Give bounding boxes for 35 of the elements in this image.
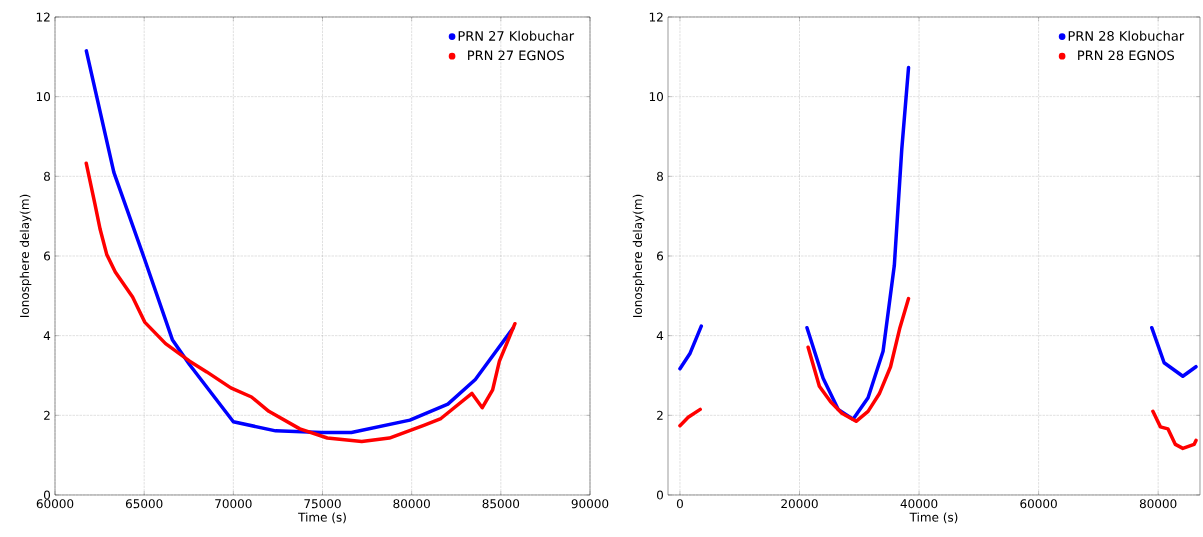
y-tick-label: 12	[649, 12, 663, 22]
y-tick-label: 2	[44, 410, 50, 420]
x-tick-label: 65000	[125, 499, 163, 509]
x-tick-label: 90000	[571, 499, 609, 509]
x-tick-label: 40000	[900, 499, 938, 509]
y-tick-label: 6	[657, 251, 664, 261]
x-axis-title: Time (s)	[298, 512, 346, 524]
x-tick-label: 0	[676, 499, 683, 509]
x-axis-title: Time (s)	[909, 512, 958, 524]
x-tick-label: 80000	[1139, 499, 1177, 509]
y-axis-title: Ionosphere delay(m)	[632, 194, 645, 318]
y-tick-label: 2	[657, 410, 663, 420]
x-tick-label: 75000	[304, 499, 341, 509]
y-tick-label: 6	[44, 251, 51, 261]
y-tick-label: 4	[656, 331, 664, 341]
y-tick-label: 10	[649, 92, 663, 102]
x-tick-label: 60000	[36, 499, 74, 509]
y-tick-label: 0	[656, 490, 664, 500]
legend-label: PRN 28 Klobuchar	[1068, 30, 1185, 41]
y-tick-label: 4	[43, 331, 51, 341]
legend-label: PRN 27 EGNOS	[468, 50, 564, 61]
y-tick-label: 8	[656, 171, 663, 181]
y-tick-label: 8	[43, 171, 50, 181]
y-axis-title: Ionosphere delay(m)	[19, 194, 32, 318]
legend-label: PRN 28 EGNOS	[1078, 50, 1175, 61]
x-tick-label: 20000	[781, 499, 818, 509]
x-tick-label: 60000	[1020, 499, 1057, 509]
x-tick-label: 85000	[482, 499, 520, 509]
x-tick-label: 70000	[215, 499, 252, 509]
x-tick-label: 80000	[393, 499, 430, 509]
y-tick-label: 10	[36, 92, 51, 102]
y-tick-label: 12	[36, 12, 50, 22]
legend-label: PRN 27 Klobuchar	[458, 30, 575, 41]
line-series	[84, 161, 517, 444]
y-tick-label: 0	[43, 490, 51, 500]
